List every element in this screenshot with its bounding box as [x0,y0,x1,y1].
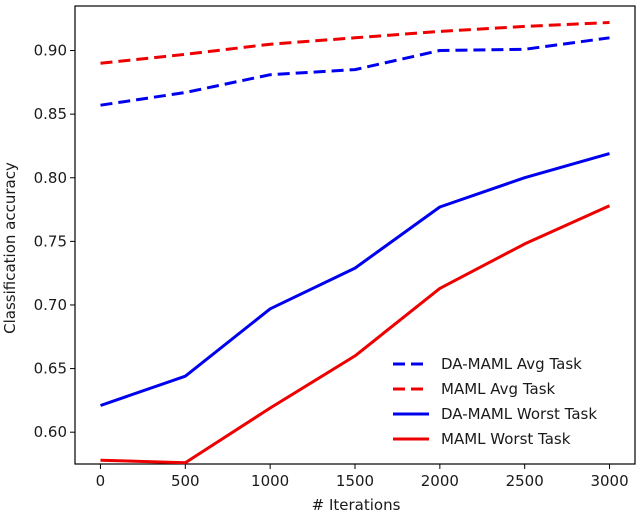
x-tick-label: 0 [96,472,106,490]
y-tick-label: 0.80 [34,169,67,187]
x-tick-label: 2500 [506,472,544,490]
series-line-maml-avg-task [100,21,610,65]
y-tick-label: 0.75 [34,232,67,250]
y-tick-label: 0.90 [34,42,67,60]
y-axis: 0.60 0.65 0.70 0.75 0.80 0.85 0.90 [34,42,75,441]
series-line-da-maml-worst-task [100,152,610,407]
series-line-da-maml-avg-task [100,36,610,107]
legend-label: DA-MAML Worst Task [441,405,597,423]
y-tick-label: 0.85 [34,105,67,123]
x-axis-label: # Iterations [312,496,401,513]
legend: DA-MAML Avg Task MAML Avg Task DA-MAML Wor… [393,355,597,448]
y-tick-label: 0.70 [34,296,67,314]
legend-label: DA-MAML Avg Task [441,355,582,373]
y-tick-label: 0.60 [34,423,67,441]
series-group [100,21,611,465]
legend-label: MAML Avg Task [441,380,556,398]
x-axis: 0 500 1000 1500 2000 2500 3000 [96,464,629,490]
series-line-maml-worst-task [100,204,611,465]
y-tick-label: 0.65 [34,360,67,378]
y-axis-label: Classification accuracy [1,162,19,334]
x-tick-label: 2000 [421,472,459,490]
x-tick-label: 500 [171,472,200,490]
x-tick-label: 1000 [251,472,289,490]
x-tick-label: 3000 [590,472,628,490]
legend-label: MAML Worst Task [441,430,571,448]
x-tick-label: 1500 [336,472,374,490]
